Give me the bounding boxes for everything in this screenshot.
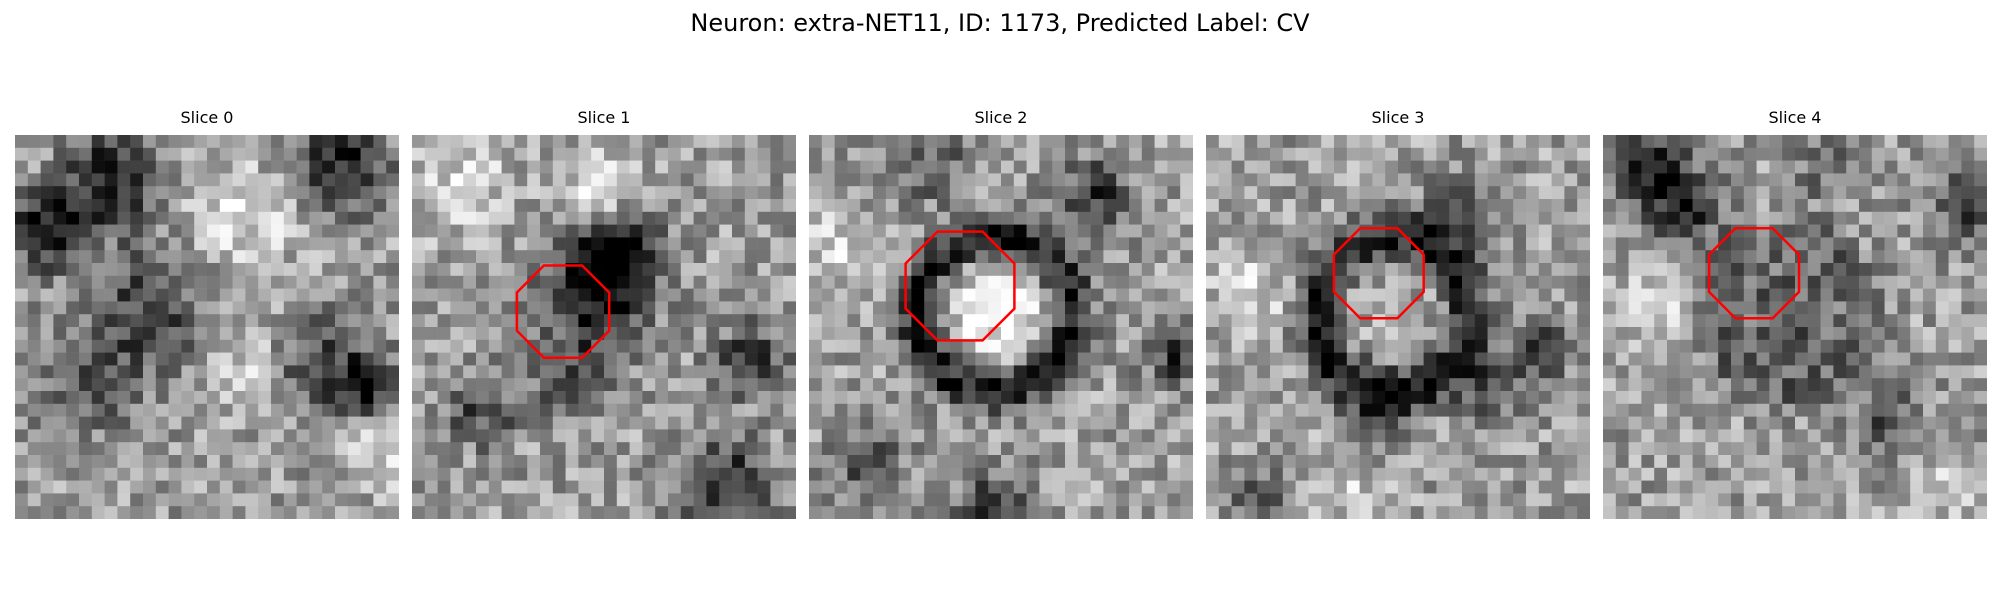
roi-outline-1 (515, 264, 611, 360)
slice-title-2: Slice 2 (974, 108, 1028, 127)
roi-outline-2 (904, 230, 1016, 342)
slice-image-1 (412, 135, 796, 519)
slice-title-4: Slice 4 (1768, 108, 1822, 127)
slice-title-3: Slice 3 (1371, 108, 1425, 127)
roi-outline-4 (1707, 227, 1801, 320)
slice-title-0: Slice 0 (180, 108, 234, 127)
slice-image-0 (15, 135, 399, 519)
slice-image-3 (1206, 135, 1590, 519)
slice-image-4 (1603, 135, 1987, 519)
roi-outline-3 (1332, 227, 1425, 320)
slice-image-2 (809, 135, 1193, 519)
slice-title-1: Slice 1 (577, 108, 631, 127)
figure-title: Neuron: extra-NET11, ID: 1173, Predicted… (690, 9, 1310, 37)
